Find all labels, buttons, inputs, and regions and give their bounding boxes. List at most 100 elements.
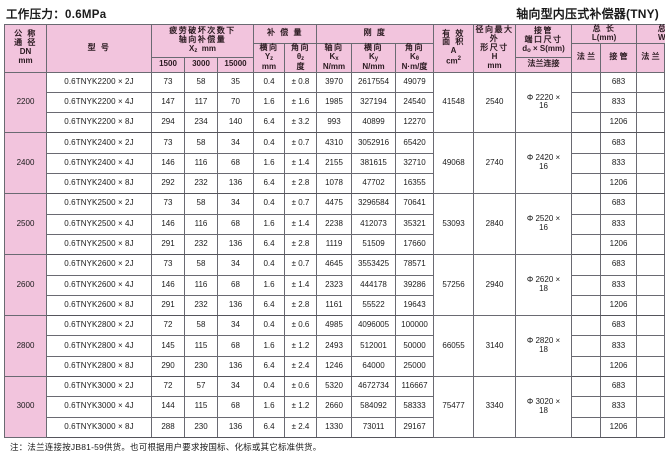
cell-fatigue-15000: 136 (217, 416, 254, 438)
header-row-3: 1500 3000 15000 法兰连接 (5, 57, 665, 73)
cell-model: 0.6TNYK2800 × 4J (46, 335, 152, 357)
cell-fatigue-1500: 292 (151, 173, 185, 195)
cell-fatigue-1500: 146 (151, 152, 185, 175)
cell-length-pipe: 683 (600, 375, 638, 398)
cell-model: 0.6TNYK2600 × 2J (46, 254, 152, 276)
work-pressure-label: 工作压力：0.6MPa (6, 9, 107, 21)
col-head-lateral-compensation: 横向 Yz mm (253, 42, 285, 73)
cell-fatigue-3000: 232 (184, 173, 218, 195)
cell-length-pipe: 683 (600, 315, 638, 337)
cell-axial-stiffness: 1985 (316, 91, 353, 114)
table-row: 3000 0.6TNYK3000 × 2J 72 57 34 0.4 ± 0.6 5320 46… (4, 375, 665, 438)
table-row: 0.6TNYK2500 × 4J 146 116 68 1.6 ± 1.4 2238 4120… (5, 213, 665, 235)
cell-model: 0.6TNYK2500 × 4J (46, 213, 152, 235)
cell-axial-stiffness: 1161 (316, 294, 353, 317)
cell-angular-stiffness: 32710 (395, 152, 435, 175)
page-title: 轴向型内压式补偿器(TNY) (516, 7, 659, 21)
cell-fatigue-1500: 72 (151, 315, 185, 337)
cell-length-pipe: 683 (600, 193, 638, 215)
cell-angular-compensation: ± 1.4 (283, 213, 318, 235)
col-head-length-pipe: 接 管 (600, 42, 638, 73)
cell-pipe-end-size: Φ 2220 × 16 (515, 71, 573, 134)
cell-fatigue-1500: 73 (151, 71, 185, 93)
col-head-fatigue-1500: 1500 (151, 57, 185, 73)
cell-angular-stiffness: 12270 (395, 112, 435, 134)
cell-model: 0.6TNYK3000 × 2J (46, 375, 152, 398)
cell-length-pipe: 1206 (600, 173, 638, 195)
cell-fatigue-15000: 140 (217, 112, 254, 134)
cell-lateral-stiffness: 381615 (351, 152, 397, 175)
cell-effective-area: 75477 (433, 375, 475, 438)
cell-axial-stiffness: 3970 (316, 71, 353, 93)
cell-weight-flange (636, 294, 665, 317)
cell-angular-compensation: ± 1.2 (283, 335, 318, 357)
cell-length-pipe: 833 (600, 91, 638, 114)
cell-axial-stiffness: 5320 (316, 375, 353, 398)
cell-model: 0.6TNYK2200 × 2J (46, 71, 152, 93)
cell-angular-compensation: ± 0.7 (283, 254, 318, 276)
cell-pipe-end-size: Φ 2420 × 16 (515, 132, 573, 195)
cell-fatigue-1500: 73 (151, 193, 185, 215)
cell-fatigue-1500: 291 (151, 294, 185, 317)
cell-length-pipe: 683 (600, 254, 638, 276)
cell-lateral-stiffness: 2617554 (351, 71, 397, 93)
cell-weight-flange (636, 355, 665, 377)
cell-effective-area: 49068 (433, 132, 475, 195)
cell-model: 0.6TNYK3000 × 4J (46, 396, 152, 418)
cell-lateral-stiffness: 47702 (351, 173, 397, 195)
cell-angular-compensation: ± 0.6 (283, 315, 318, 337)
cell-angular-stiffness: 24540 (395, 91, 435, 114)
cell-model: 0.6TNYK2400 × 4J (46, 152, 152, 175)
col-head-fatigue-3000: 3000 (184, 57, 218, 73)
col-head-model: 型 号 (46, 24, 152, 73)
cell-length-pipe: 683 (600, 132, 638, 154)
cell-lateral-compensation: 6.4 (253, 294, 285, 317)
col-head-fatigue-15000: 15000 (217, 57, 254, 73)
cell-length-flange (571, 416, 602, 438)
cell-lateral-compensation: 1.6 (253, 274, 285, 296)
cell-dn: 2200 (4, 71, 47, 134)
table-body: 2200 0.6TNYK2200 × 2J 73 58 35 0.4 ± 0.8 3970 26… (4, 71, 665, 438)
col-head-length-group: 总 长 L(mm) (571, 24, 638, 44)
cell-length-flange (571, 173, 602, 195)
cell-angular-compensation: ± 2.4 (283, 355, 318, 377)
col-head-angular-stiffness: 角向 Kθ N·m/度 (395, 42, 435, 73)
cell-fatigue-1500: 291 (151, 233, 185, 256)
cell-effective-area: 41548 (433, 71, 475, 134)
table-row: 2500 0.6TNYK2500 × 2J 73 58 34 0.4 ± 0.7 4475 32… (4, 193, 665, 256)
table-row: 2200 0.6TNYK2200 × 2J 73 58 35 0.4 ± 0.8 3970 26… (4, 71, 665, 134)
cell-axial-stiffness: 2493 (316, 335, 353, 357)
cell-lateral-stiffness: 444178 (351, 274, 397, 296)
cell-weight-flange (636, 71, 665, 93)
cell-dn: 2500 (4, 193, 47, 256)
cell-angular-stiffness: 50000 (395, 335, 435, 357)
cell-lateral-stiffness: 3052916 (351, 132, 397, 154)
cell-effective-area: 66055 (433, 315, 475, 377)
cell-length-pipe: 833 (600, 274, 638, 296)
cell-dn: 2400 (4, 132, 47, 195)
cell-outer-dimension: 3340 (473, 375, 517, 438)
table-row: 0.6TNYK2500 × 8J 291 232 136 6.4 ± 2.8 1119 515… (5, 233, 665, 256)
cell-weight-flange (636, 335, 665, 357)
table-row: 2400 0.6TNYK2400 × 2J 73 58 34 0.4 ± 0.7 4310 30… (4, 132, 665, 195)
table-head: 公 称 通 径 DN mm 型 号 疲劳破坏次数下 轴向补偿量 Xz mm 补 … (4, 23, 665, 73)
col-head-dn: 公 称 通 径 DN mm (4, 24, 47, 73)
cell-length-flange (571, 233, 602, 256)
table-row: 0.6TNYK2600 × 8J 291 232 136 6.4 ± 2.8 1161 555… (5, 294, 665, 317)
cell-length-flange (571, 396, 602, 418)
cell-model: 0.6TNYK2800 × 8J (46, 355, 152, 377)
cell-fatigue-3000: 115 (184, 396, 218, 418)
cell-length-flange (571, 355, 602, 377)
cell-fatigue-1500: 288 (151, 416, 185, 438)
cell-fatigue-3000: 58 (184, 254, 218, 276)
cell-axial-stiffness: 1078 (316, 173, 353, 195)
cell-lateral-stiffness: 40899 (351, 112, 397, 134)
col-head-effective-area: 有 效 面 积 A cm2 (433, 24, 475, 73)
table-row: 0.6TNYK3000 × 4J 144 115 68 1.6 ± 1.2 2660 5840… (5, 396, 665, 418)
cell-axial-stiffness: 993 (316, 112, 353, 134)
cell-fatigue-15000: 34 (217, 193, 254, 215)
cell-fatigue-15000: 68 (217, 335, 254, 357)
cell-fatigue-3000: 115 (184, 335, 218, 357)
cell-fatigue-1500: 146 (151, 274, 185, 296)
cell-axial-stiffness: 4985 (316, 315, 353, 337)
